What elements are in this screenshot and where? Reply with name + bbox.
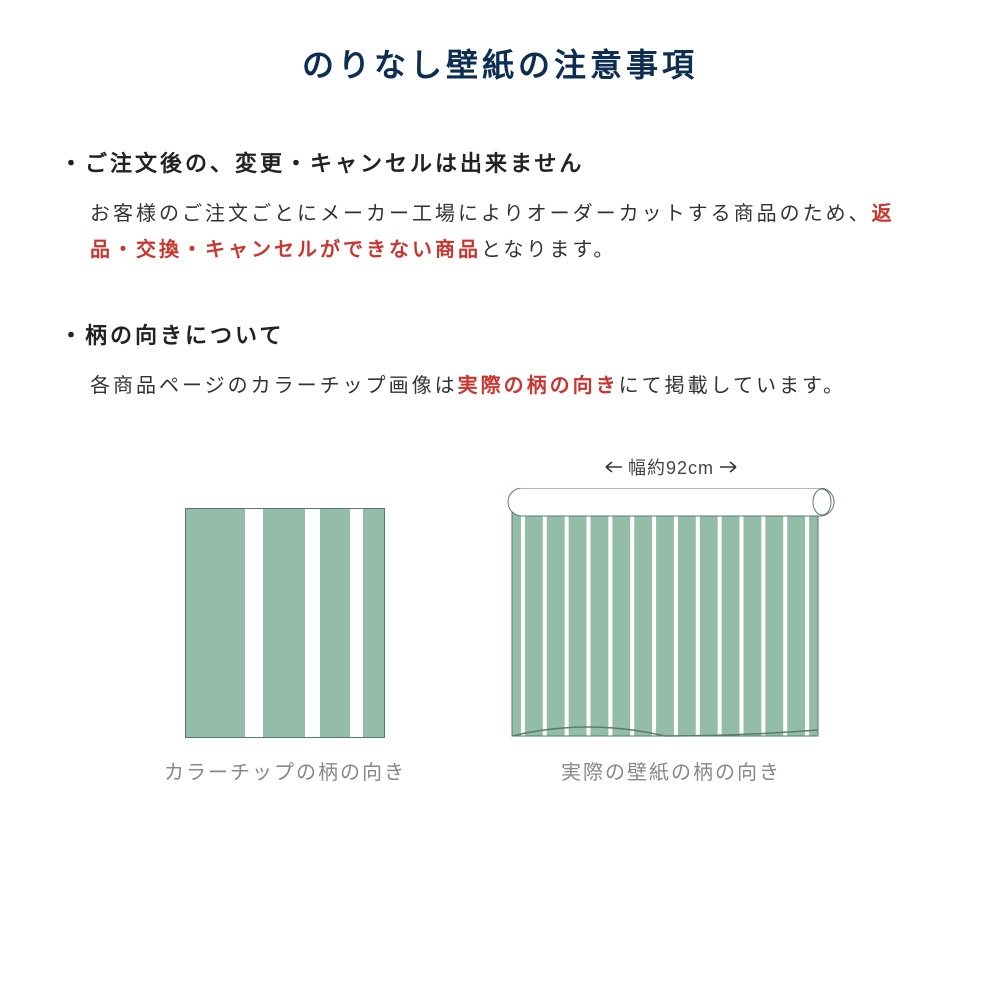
diagram-row: カラーチップの柄の向き 幅約92cm 実際の壁紙の柄の向き — [60, 454, 940, 785]
arrow-right-icon — [720, 461, 738, 473]
arrow-left-icon — [604, 461, 622, 473]
caption-right: 実際の壁紙の柄の向き — [561, 756, 781, 785]
diagram-color-chip: カラーチップの柄の向き — [164, 508, 406, 785]
section2-body: 各商品ページのカラーチップ画像は実際の柄の向きにて掲載しています。 — [60, 368, 940, 404]
section1-body-post: となります。 — [481, 239, 616, 261]
section2-heading: ・柄の向きについて — [60, 318, 940, 350]
color-chip-illustration — [185, 508, 385, 738]
width-label: 幅約92cm — [628, 454, 714, 480]
wallpaper-roll-illustration — [506, 488, 836, 738]
section1-body-pre: お客様のご注文ごとにメーカー工場によりオーダーカットする商品のため、 — [90, 203, 872, 225]
section-pattern: ・柄の向きについて 各商品ページのカラーチップ画像は実際の柄の向きにて掲載してい… — [60, 318, 940, 404]
section1-heading: ・ご注文後の、変更・キャンセルは出来ません — [60, 146, 940, 178]
section2-body-pre: 各商品ページのカラーチップ画像は — [90, 375, 458, 397]
section2-body-post: にて掲載しています。 — [619, 375, 846, 397]
section-cancel: ・ご注文後の、変更・キャンセルは出来ません お客様のご注文ごとにメーカー工場によ… — [60, 146, 940, 268]
section2-highlight: 実際の柄の向き — [458, 375, 619, 397]
section1-body: お客様のご注文ごとにメーカー工場によりオーダーカットする商品のため、返品・交換・… — [60, 196, 940, 268]
caption-left: カラーチップの柄の向き — [164, 756, 406, 785]
page-title: のりなし壁紙の注意事項 — [60, 40, 940, 86]
diagram-wallpaper-roll: 幅約92cm 実際の壁紙の柄の向き — [506, 454, 836, 785]
